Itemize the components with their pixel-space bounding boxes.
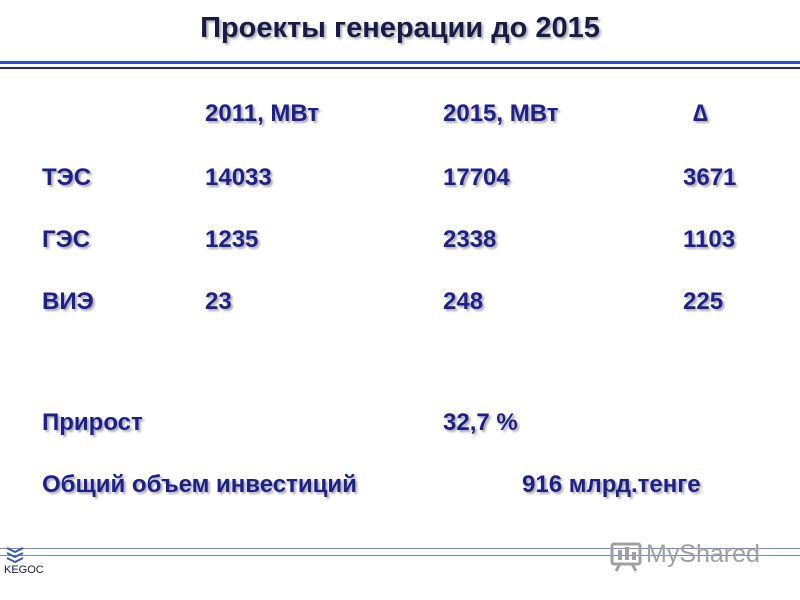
cell-vie-2011: 23 xyxy=(205,288,232,315)
watermark-text: MyShared xyxy=(646,540,760,568)
title-underline xyxy=(0,61,800,64)
slide-title: Проекты генерации до 2015 xyxy=(200,12,600,44)
growth-value: 32,7 % xyxy=(443,409,518,436)
row-label-vie: ВИЭ xyxy=(42,288,94,315)
growth-label: Прирост xyxy=(42,409,143,436)
row-label-tes: ТЭС xyxy=(42,164,92,191)
column-header-2011: 2011, МВт xyxy=(205,100,320,127)
kegoc-logo-text: KEGOC xyxy=(4,564,44,576)
cell-tes-2011: 14033 xyxy=(205,164,272,191)
cell-ges-2015: 2338 xyxy=(443,226,497,253)
row-label-ges: ГЭС xyxy=(42,226,91,253)
footer-rule-secondary xyxy=(0,555,800,556)
kegoc-logo-icon xyxy=(6,547,24,564)
column-header-delta: ∆ xyxy=(693,100,708,127)
cell-tes-2015: 17704 xyxy=(443,164,510,191)
title-underline-secondary xyxy=(0,67,800,69)
investment-label: Общий объем инвестиций xyxy=(42,471,357,498)
cell-tes-delta: 3671 xyxy=(683,164,737,191)
investment-value: 916 млрд.тенге xyxy=(522,471,701,498)
presentation-board-icon xyxy=(610,542,642,572)
cell-vie-2015: 248 xyxy=(443,288,484,315)
cell-ges-2011: 1235 xyxy=(205,226,259,253)
cell-vie-delta: 225 xyxy=(683,288,724,315)
footer-rule xyxy=(0,548,800,549)
cell-ges-delta: 1103 xyxy=(683,226,736,253)
column-header-2015: 2015, МВт xyxy=(443,100,559,127)
